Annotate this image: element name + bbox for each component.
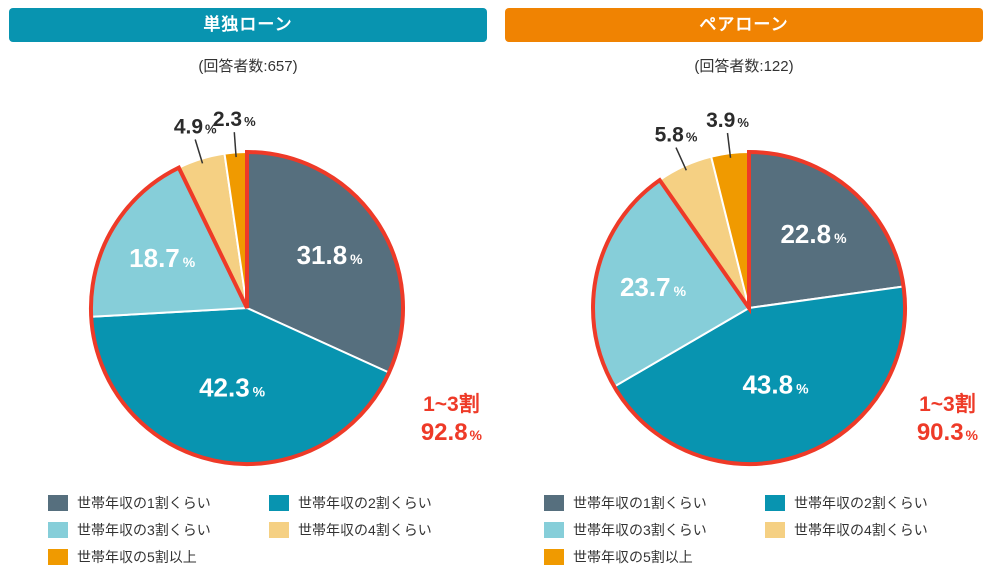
legend-item: 世帯年収の4割くらい	[269, 516, 490, 543]
legend-single-loan: 世帯年収の1割くらい 世帯年収の2割くらい世帯年収の3割くらい 世帯年収の4割くらい…	[48, 489, 494, 570]
pair-loan-header: ペアローン	[505, 8, 983, 42]
highlight-group-label: 1~3割	[917, 392, 978, 418]
panel-pair-loan: ペアローン (回答者数:122) 22.8%43.8%23.7%5.8%3.9%…	[496, 0, 992, 572]
slice-label-outside: 5.8%	[655, 124, 698, 147]
legend-swatch	[765, 495, 785, 511]
legend-item: 世帯年収の2割くらい	[269, 489, 490, 516]
legend-label: 世帯年収の2割くらい	[794, 493, 928, 513]
single-loan-respondents: (回答者数:657)	[0, 55, 496, 76]
legend-swatch	[765, 522, 785, 538]
legend-swatch	[269, 495, 289, 511]
legend-swatch	[544, 549, 564, 565]
slice-label-outside: 2.3%	[213, 108, 256, 131]
legend-item: 世帯年収の1割くらい	[48, 489, 269, 516]
legend-swatch	[544, 495, 564, 511]
legend-label: 世帯年収の3割くらい	[573, 520, 707, 540]
single-loan-header: 単独ローン	[9, 8, 487, 42]
legend-item: 世帯年収の5割以上	[48, 543, 269, 570]
slice-label-outside: 3.9%	[706, 109, 749, 132]
legend-swatch	[48, 495, 68, 511]
legend-swatch	[544, 522, 564, 538]
legend-label: 世帯年収の3割くらい	[77, 520, 211, 540]
legend-item: 世帯年収の5割以上	[544, 543, 765, 570]
percent-unit: %	[470, 427, 482, 443]
legend-item: 世帯年収の3割くらい	[48, 516, 269, 543]
legend-swatch	[269, 522, 289, 538]
legend-pair-loan: 世帯年収の1割くらい 世帯年収の2割くらい世帯年収の3割くらい 世帯年収の4割くらい…	[544, 489, 990, 570]
legend-swatch	[48, 522, 68, 538]
legend-item: 世帯年収の3割くらい	[544, 516, 765, 543]
legend-label: 世帯年収の1割くらい	[573, 493, 707, 513]
legend-label: 世帯年収の5割以上	[77, 547, 197, 567]
pie-chart-single-loan: 31.8%42.3%18.7%4.9%2.3%	[77, 138, 417, 478]
legend-item: 世帯年収の1割くらい	[544, 489, 765, 516]
highlight-annotation-single: 1~3割 92.8%	[421, 392, 482, 448]
pair-loan-respondents: (回答者数:122)	[496, 55, 992, 76]
legend-item: 世帯年収の4割くらい	[765, 516, 986, 543]
highlight-group-label: 1~3割	[421, 392, 482, 418]
legend-label: 世帯年収の2割くらい	[298, 493, 432, 513]
legend-swatch	[48, 549, 68, 565]
pie-chart-pair-loan: 22.8%43.8%23.7%5.8%3.9%	[579, 138, 919, 478]
highlight-group-value: 90.3%	[917, 418, 978, 448]
highlight-annotation-pair: 1~3割 90.3%	[917, 392, 978, 448]
legend-label: 世帯年収の4割くらい	[794, 520, 928, 540]
legend-label: 世帯年収の4割くらい	[298, 520, 432, 540]
panel-single-loan: 単独ローン (回答者数:657) 31.8%42.3%18.7%4.9%2.3%…	[0, 0, 496, 572]
legend-label: 世帯年収の5割以上	[573, 547, 693, 567]
percent-unit: %	[966, 427, 978, 443]
legend-item: 世帯年収の2割くらい	[765, 489, 986, 516]
legend-label: 世帯年収の1割くらい	[77, 493, 211, 513]
slice-label-outside: 4.9%	[174, 116, 217, 139]
highlight-group-value: 92.8%	[421, 418, 482, 448]
